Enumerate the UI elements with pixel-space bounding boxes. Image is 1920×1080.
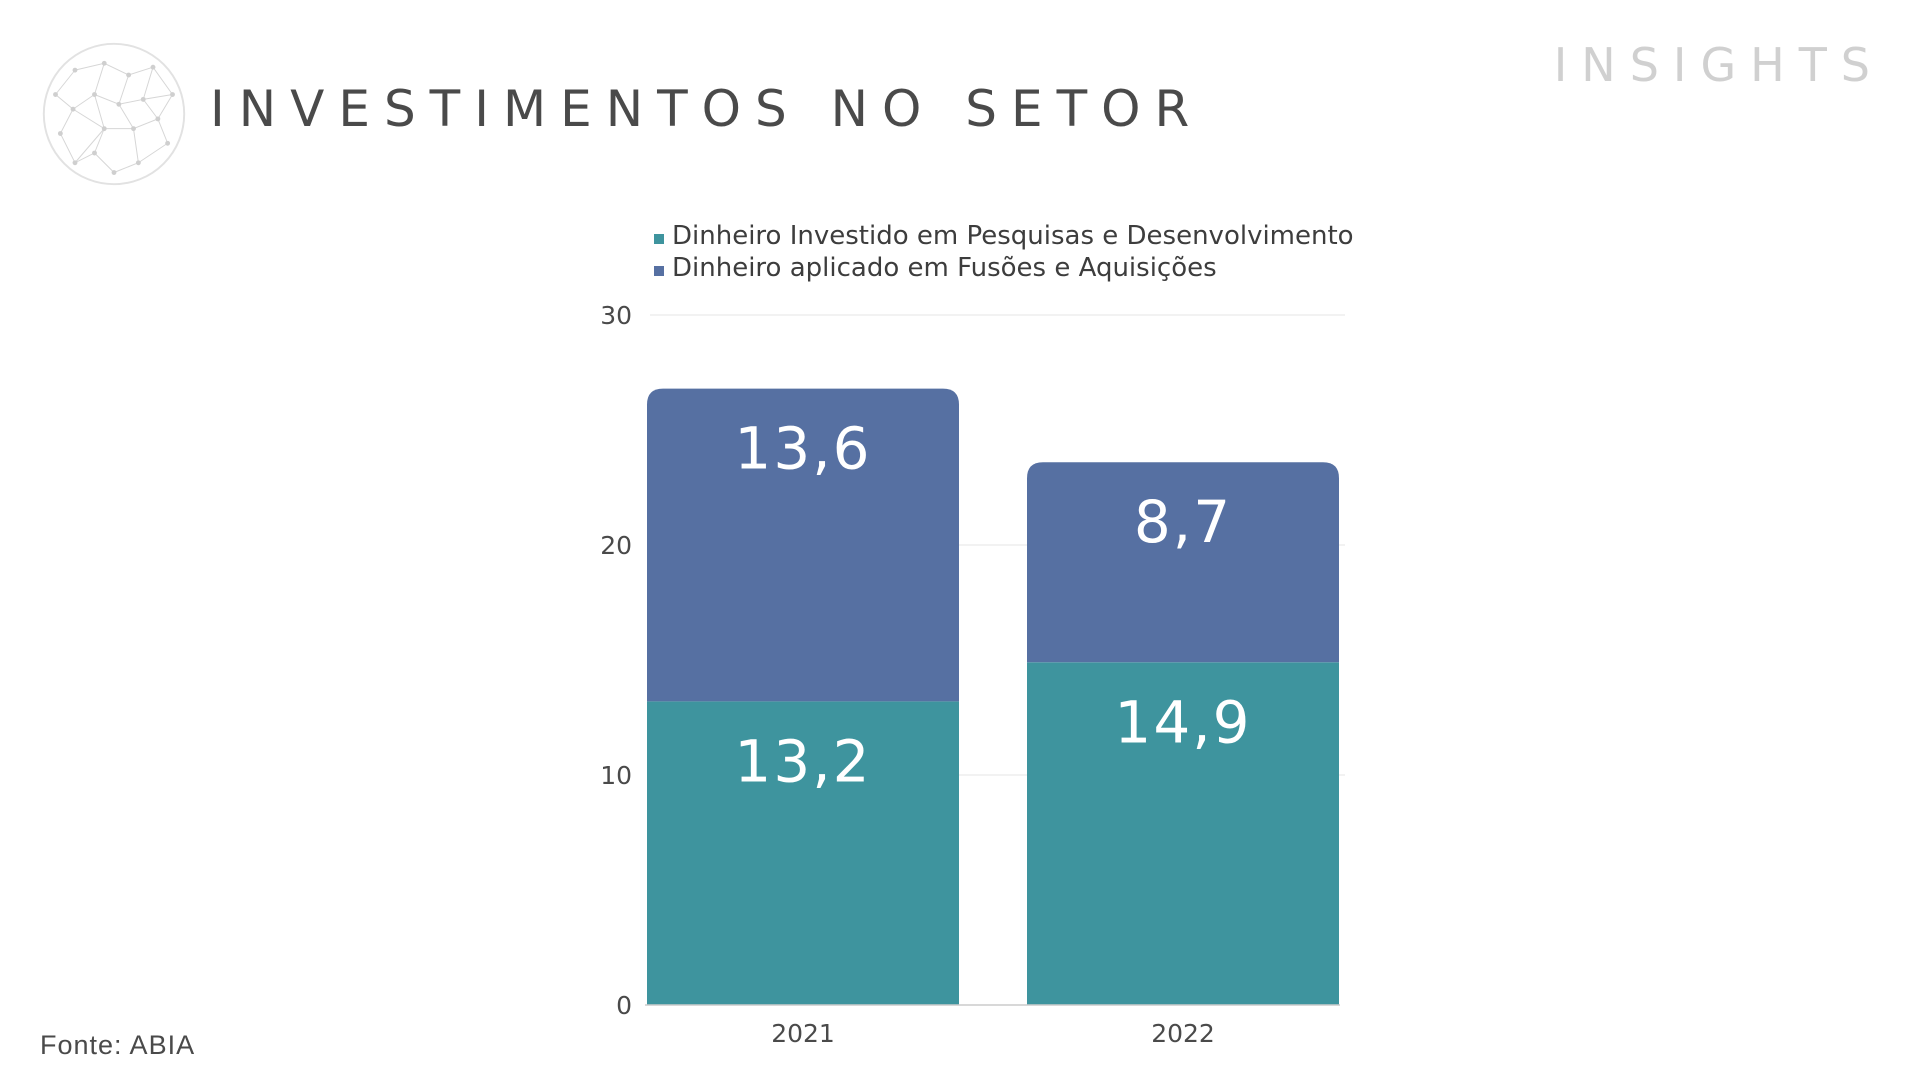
globe-logo-icon [42, 42, 186, 186]
data-label: 8,7 [1134, 488, 1232, 556]
bar-segment [1027, 462, 1339, 663]
x-tick-label: 2021 [771, 1019, 835, 1048]
brand-label: INSIGHTS [1553, 38, 1884, 92]
y-axis-ticks: 0 10 20 30 [600, 301, 632, 1020]
y-tick-label: 10 [600, 761, 632, 790]
source-note: Fonte: ABIA [40, 1030, 196, 1060]
bars: 13,2 13,6 14,9 8,7 [647, 388, 1339, 1005]
x-axis-ticks: 2021 2022 [771, 1019, 1215, 1048]
data-label: 13,6 [734, 415, 871, 483]
legend: Dinheiro Investido em Pesquisas e Desenv… [654, 221, 1354, 283]
legend-swatch [654, 266, 664, 276]
y-tick-label: 20 [600, 531, 632, 560]
page-title: INVESTIMENTOS NO SETOR [210, 80, 1204, 138]
bar-segment [647, 701, 959, 1005]
legend-swatch [654, 234, 664, 244]
data-label: 13,2 [734, 727, 871, 795]
legend-label: Dinheiro Investido em Pesquisas e Desenv… [672, 221, 1354, 251]
y-tick-label: 30 [600, 301, 632, 330]
y-tick-label: 0 [616, 991, 632, 1020]
data-label: 14,9 [1114, 688, 1251, 756]
legend-label: Dinheiro aplicado em Fusões e Aquisições [672, 253, 1217, 283]
bar-segment [1027, 662, 1339, 1005]
bar-segment [647, 388, 959, 702]
x-tick-label: 2022 [1151, 1019, 1215, 1048]
